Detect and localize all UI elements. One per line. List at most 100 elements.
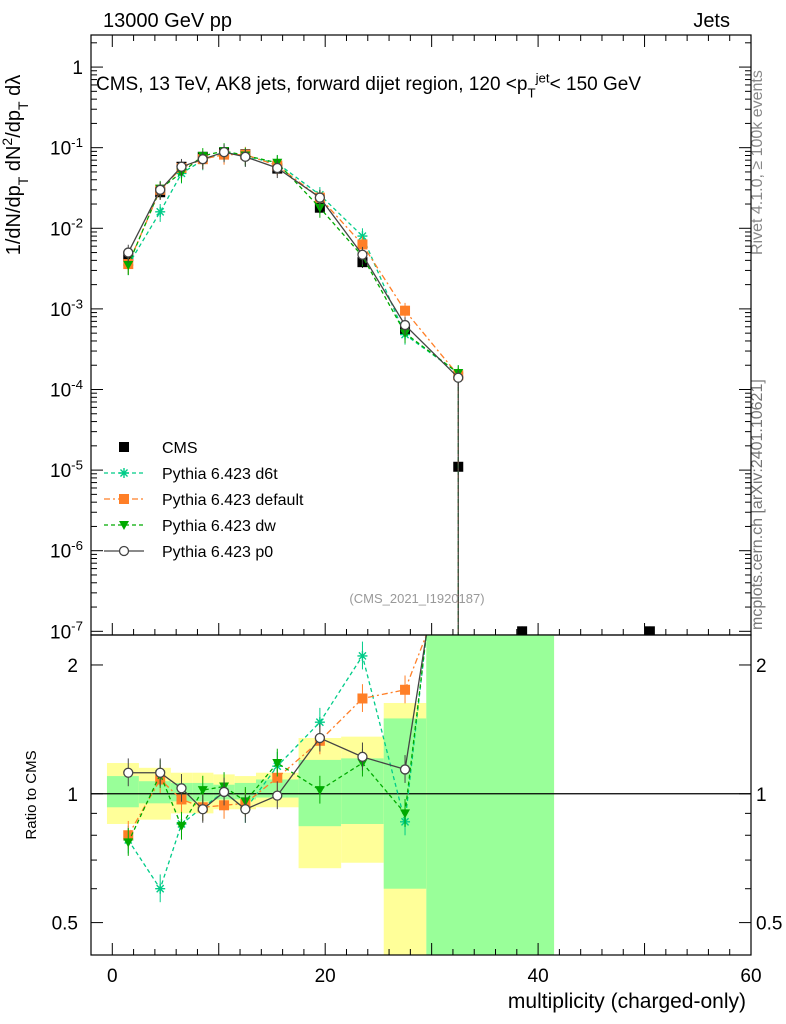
rivet-label: Rivet 4.1.0, ≥ 100k events — [749, 70, 766, 255]
ratio-frame — [90, 634, 752, 956]
series-pythia-6-423-default — [123, 146, 464, 635]
ratio-point — [123, 767, 134, 778]
ratio-line — [127, 654, 406, 891]
ratio-band-inner — [106, 776, 139, 808]
data-point — [357, 239, 368, 250]
ratio-offscale — [404, 635, 427, 814]
legend-entry: Pythia 6.423 d6t — [104, 466, 278, 483]
legend-label: Pythia 6.423 d6t — [162, 466, 278, 483]
data-point — [453, 372, 464, 383]
ratio-point — [314, 717, 325, 728]
legend-entry: CMS — [119, 440, 198, 457]
ratio-point — [176, 822, 187, 832]
ratio-point — [400, 684, 411, 695]
ratio-point — [176, 783, 187, 794]
data-point — [123, 261, 134, 271]
y-tick-label: 10-1 — [50, 135, 83, 160]
series-line — [127, 151, 459, 374]
ratio-point — [272, 759, 283, 769]
ratio-y-tick-label-right: 2 — [756, 656, 767, 677]
legend-marker — [119, 521, 129, 530]
data-point — [400, 305, 411, 316]
data-point — [314, 192, 326, 203]
mcplots-label: mcplots.cern.ch [arXiv:2401.10621] — [749, 379, 766, 630]
legend-label: Pythia 6.423 dw — [162, 518, 276, 535]
data-point — [272, 162, 283, 174]
data-point — [123, 247, 134, 258]
data-point — [399, 319, 411, 331]
series-pythia-6-423-p0 — [123, 144, 464, 635]
ratio-point — [218, 786, 230, 798]
x-tick-label: 60 — [740, 966, 761, 987]
ratio-series — [91, 635, 751, 903]
y-tick-label: 10-6 — [50, 538, 83, 563]
legend-label: Pythia 6.423 default — [162, 492, 304, 509]
x-tick-label: 0 — [107, 966, 118, 987]
data-point — [314, 203, 325, 213]
data-point — [357, 231, 368, 242]
legend-entry: Pythia 6.423 default — [104, 492, 304, 509]
data-point — [644, 626, 655, 635]
ratio-y-tick-label: 2 — [67, 656, 78, 677]
x-tick-label: 40 — [528, 966, 549, 987]
legend-label: CMS — [162, 440, 198, 457]
ratio-bands — [106, 635, 555, 955]
y-tick-label: 10-3 — [50, 296, 83, 321]
ratio-offscale — [404, 635, 427, 691]
legend-entry: Pythia 6.423 dw — [104, 518, 276, 535]
legend-marker — [119, 442, 129, 452]
ratio-point — [272, 772, 283, 783]
ratio-point — [123, 838, 134, 848]
legend-marker — [119, 468, 129, 478]
y-tick-label: 1 — [72, 58, 83, 79]
ratio-y-tick-label-right: 1 — [756, 785, 767, 806]
data-point — [155, 206, 166, 217]
y-tick-label: 10-2 — [50, 216, 83, 241]
ratio-y-tick-label: 0.5 — [52, 914, 78, 935]
data-point — [240, 151, 251, 162]
ratio-axes: 0.5 0.51 12 20 20 40 60 — [52, 634, 782, 987]
main-y-axis-label-text: 1/dN/dpT dN2/dpT dλ — [0, 75, 31, 256]
y-tick-label: 10-4 — [50, 377, 83, 402]
series-line — [127, 151, 459, 379]
ratio-point — [400, 809, 411, 819]
ratio-line — [127, 762, 406, 843]
ratio-band-inner — [138, 781, 171, 804]
ratio-point — [197, 786, 208, 796]
ratio-point — [357, 751, 368, 762]
data-point — [218, 147, 230, 158]
x-axis-label: multiplicity (charged-only) — [508, 990, 746, 1013]
ratio-y-axis-label: Ratio to CMS — [23, 750, 40, 839]
ratio-point — [314, 786, 325, 796]
ratio-y-tick-label: 1 — [67, 785, 78, 806]
x-tick-label: 20 — [315, 966, 336, 987]
ratio-point — [155, 767, 166, 778]
ratio-point — [155, 883, 166, 894]
ratio-series-pythia-6-423-p0 — [123, 635, 427, 823]
ratio-point — [272, 790, 283, 801]
beam-label: 13000 GeV pp — [103, 10, 232, 32]
ratio-line — [128, 737, 406, 811]
ratio-point — [357, 693, 368, 704]
series-pythia-6-423-dw — [123, 143, 464, 635]
ratio-point — [240, 804, 251, 815]
data-point — [176, 161, 187, 172]
ratio-point — [197, 804, 208, 815]
ratio-point — [357, 650, 368, 661]
data-point — [197, 154, 208, 165]
series-line — [127, 153, 459, 376]
category-label: Jets — [693, 10, 730, 32]
data-point — [517, 626, 528, 635]
legend: CMS Pythia 6.423 d6t Pythia 6.423 default P… — [104, 440, 304, 561]
series-line — [127, 150, 459, 374]
ratio-y-tick-label-right: 0.5 — [756, 914, 782, 935]
data-point — [357, 249, 368, 260]
legend-entry: Pythia 6.423 p0 — [104, 544, 273, 561]
main-series — [123, 143, 655, 635]
ratio-point — [399, 764, 411, 775]
ratio-offscale — [404, 635, 427, 770]
legend-marker — [118, 545, 130, 557]
analysis-tag: (CMS_2021_I1920187) — [349, 591, 484, 606]
main-y-axis-label: 1/dN/dpT dN2/dpT dλ — [0, 75, 31, 256]
